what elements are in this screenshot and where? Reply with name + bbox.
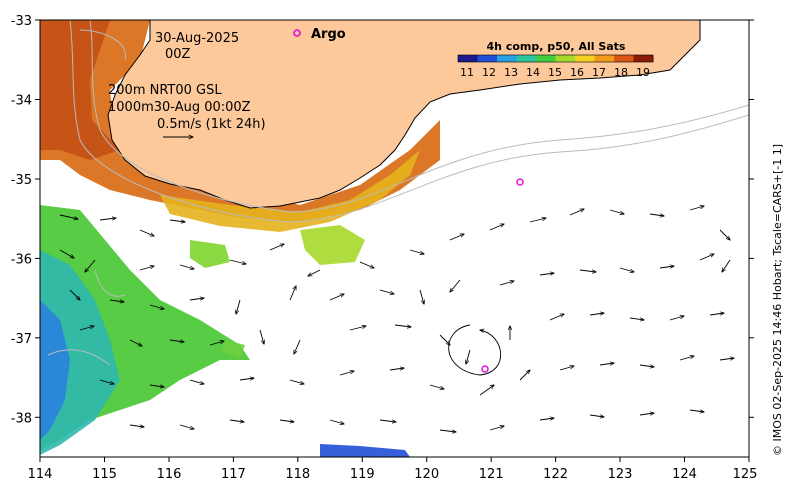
y-tick-labels: -33 -34 -35 -36 -37 -38 [11, 14, 32, 426]
x-tick-labels: 114 115 116 117 118 119 120 121 122 123 … [28, 467, 758, 482]
colorbar: 4h comp, p50, All Sats 11 12 13 14 15 16… [457, 40, 654, 79]
colorbar-tick: 14 [526, 66, 540, 79]
plot-frame [39, 19, 750, 458]
y-tick-label: -38 [11, 411, 32, 426]
colorbar-title: 4h comp, p50, All Sats [487, 40, 626, 53]
sst-green-patch-1 [190, 240, 230, 268]
colorbar-tick: 16 [570, 66, 584, 79]
argo-legend-label: Argo [311, 27, 346, 42]
x-axis [39, 457, 750, 462]
colorbar-tick: 15 [548, 66, 562, 79]
colorbar-segment [536, 55, 556, 62]
argo-float-marker[interactable] [481, 365, 489, 373]
x-tick-label: 124 [672, 467, 697, 482]
x-tick-label: 116 [157, 467, 182, 482]
colorbar-segment [516, 55, 537, 62]
argo-legend-marker [293, 29, 301, 37]
colorbar-segment [633, 55, 654, 62]
y-tick-label: -37 [11, 332, 32, 347]
x-tick-label: 119 [350, 467, 375, 482]
x-tick-label: 117 [221, 467, 246, 482]
sst-orange-core [40, 20, 120, 160]
colorbar-segment [614, 55, 634, 62]
colorbar-segment [575, 55, 595, 62]
sst-green-patch-2 [300, 225, 365, 265]
y-axis [35, 19, 754, 418]
sst-blue-west [40, 300, 70, 440]
x-tick-label: 118 [285, 467, 310, 482]
x-tick-label: 121 [479, 467, 504, 482]
scale-label: 0.5m/s (1kt 24h) [157, 117, 266, 132]
colorbar-tick: 12 [482, 66, 496, 79]
colorbar-tick: 13 [504, 66, 518, 79]
bathymetry-contours [47, 20, 749, 366]
colorbar-frame [457, 54, 654, 63]
x-tick-label: 122 [543, 467, 568, 482]
x-tick-label: 114 [28, 467, 53, 482]
sst-yellow-edge [160, 150, 420, 232]
colorbar-gradient [458, 55, 654, 62]
current-vectors [59, 206, 734, 432]
colorbar-segment [477, 55, 498, 62]
australia-landmass [107, 20, 701, 209]
x-tick-label: 115 [92, 467, 117, 482]
colorbar-tick: 17 [592, 66, 606, 79]
colorbar-segment [458, 55, 478, 62]
colorbar-segment [555, 55, 576, 62]
argo-float-marker[interactable] [516, 178, 524, 186]
y-tick-label: -34 [11, 94, 32, 109]
x-tick-label: 120 [414, 467, 439, 482]
x-tick-label: 123 [608, 467, 633, 482]
sst-blue-patch-south [320, 444, 410, 457]
colorbar-tick: 19 [636, 66, 650, 79]
x-tick-label: 125 [733, 467, 758, 482]
map-time: 00Z [165, 47, 191, 62]
colorbar-tick: 18 [614, 66, 628, 79]
depth-line-2: 1000m30-Aug 00:00Z [108, 100, 251, 115]
credit-text: © IMOS 02-Sep-2025 14:46 Hobart; Tscale=… [771, 144, 784, 456]
map-date: 30-Aug-2025 [155, 31, 239, 46]
sst-green-patch-3 [222, 340, 245, 358]
y-tick-label: -35 [11, 173, 32, 188]
colorbar-segment [497, 55, 517, 62]
colorbar-segment [594, 55, 615, 62]
depth-line-1: 200m NRT00 GSL [108, 83, 222, 98]
y-tick-label: -36 [11, 252, 32, 267]
y-tick-label: -33 [11, 14, 32, 29]
colorbar-tick: 11 [460, 66, 474, 79]
